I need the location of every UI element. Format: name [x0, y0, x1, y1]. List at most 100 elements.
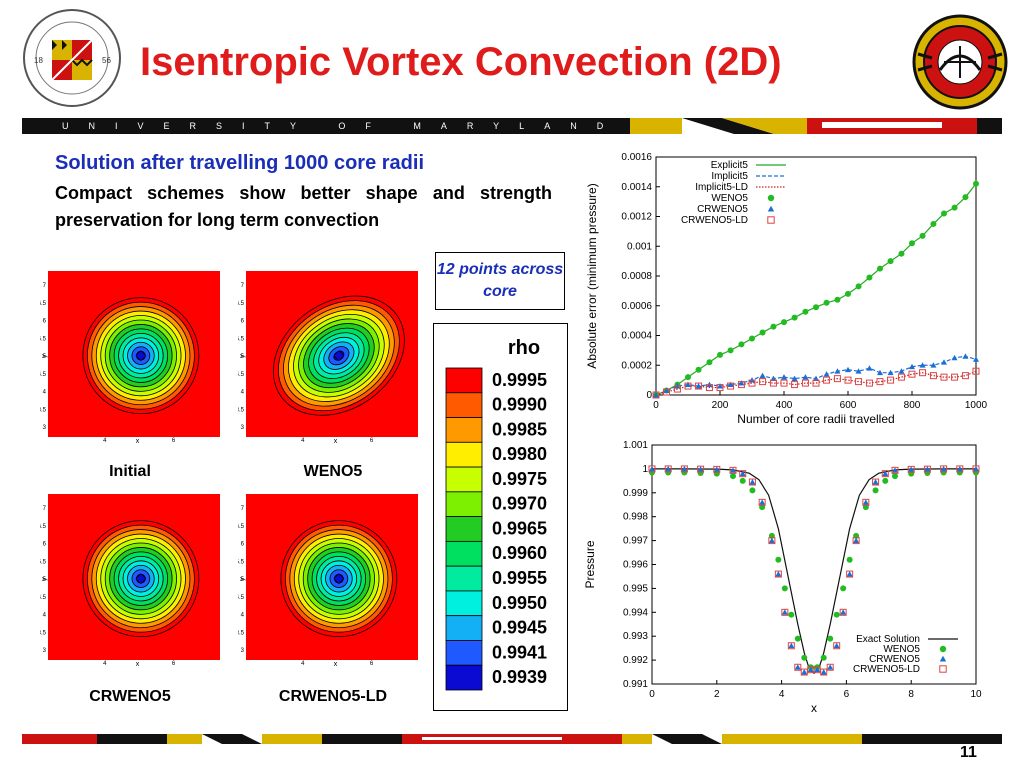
data-point — [759, 378, 767, 386]
colorbar-level-label: 0.9965 — [492, 518, 547, 538]
data-point — [814, 666, 821, 673]
colorbar-swatch — [445, 491, 483, 518]
series-line — [652, 468, 976, 675]
x-tick-label: 200 — [712, 400, 729, 411]
data-point — [695, 383, 702, 389]
x-axis-label: x — [811, 701, 817, 715]
data-point — [664, 465, 672, 473]
y-tick-label: 6 — [43, 542, 47, 548]
y-axis-label: Pressure — [583, 540, 597, 588]
colorbar-title: rho — [508, 337, 540, 359]
y-tick-label: 0.999 — [623, 488, 648, 499]
data-point — [802, 308, 809, 315]
contour-panel-label: CRWENO5 — [89, 688, 171, 705]
y-tick-label: 4.5 — [40, 372, 47, 378]
colorbar-swatch — [445, 664, 483, 691]
x-tick-label: 2 — [714, 689, 720, 700]
data-point — [877, 369, 883, 376]
colorbar-swatch — [445, 516, 483, 542]
x-tick-label: 6 — [172, 661, 176, 666]
colorbar-swatch — [445, 441, 483, 468]
vortex-core — [135, 350, 147, 362]
svg-text:56: 56 — [102, 56, 111, 65]
data-point — [844, 376, 852, 384]
data-point — [881, 470, 889, 478]
y-tick-label: 7 — [43, 283, 47, 289]
x-tick-label: 6 — [370, 438, 374, 443]
legend-label: Implicit5-LD — [695, 182, 748, 193]
x-tick-label: 4 — [779, 689, 785, 700]
data-point — [940, 465, 947, 472]
legend-label: CRWENO5-LD — [681, 215, 748, 226]
contour-panel: 3 3.5 4 4.5 5 5.5 6 6.5 7 y 4 6 x — [40, 271, 220, 443]
y-tick-label: 4 — [241, 613, 245, 619]
data-point — [759, 372, 766, 379]
data-point — [820, 669, 827, 675]
data-point — [919, 362, 926, 368]
data-point — [845, 366, 851, 373]
y-tick-label: 0.996 — [623, 560, 648, 571]
y-tick-label: 5 — [43, 354, 47, 360]
data-point — [788, 642, 795, 649]
data-point — [951, 204, 958, 211]
page-number: 11 — [960, 744, 977, 761]
y-tick-label: 6 — [241, 319, 245, 325]
data-point — [781, 319, 787, 326]
data-point — [807, 666, 814, 673]
x-tick-label: 8 — [908, 689, 914, 700]
data-point — [680, 465, 688, 473]
y-tick-label: 7 — [43, 506, 47, 512]
data-point — [648, 465, 656, 473]
colorbar-level-label: 0.9975 — [492, 469, 547, 489]
data-point — [941, 359, 947, 365]
data-point — [887, 258, 894, 265]
data-point — [759, 329, 766, 336]
colorbar-swatch — [445, 615, 483, 641]
legend-label: WENO5 — [883, 644, 920, 655]
data-point — [855, 368, 862, 374]
y-tick-label: 1.001 — [623, 440, 648, 451]
y-tick-label: 5.5 — [40, 559, 47, 565]
data-point — [962, 353, 969, 359]
data-point — [673, 385, 681, 393]
data-point — [768, 537, 775, 543]
colorbar-level-label: 0.9980 — [492, 444, 547, 464]
data-point — [813, 304, 819, 311]
legend-label: CRWENO5 — [869, 654, 920, 665]
data-point — [759, 499, 766, 505]
data-point — [738, 341, 745, 348]
data-point — [781, 609, 788, 615]
data-point — [706, 359, 713, 366]
data-point — [749, 487, 756, 494]
legend-label: Explicit5 — [711, 160, 749, 171]
data-point — [781, 585, 788, 592]
x-axis-label: x — [136, 661, 140, 666]
data-point — [939, 665, 947, 673]
data-point — [972, 367, 980, 375]
data-point — [972, 465, 980, 473]
svg-text:18: 18 — [34, 56, 43, 65]
data-point — [877, 265, 883, 272]
colorbar-swatch — [445, 590, 483, 617]
data-point — [767, 216, 775, 224]
colorbar-swatch — [445, 392, 483, 418]
data-point — [827, 664, 834, 670]
data-point — [940, 373, 948, 381]
data-point — [930, 362, 937, 368]
legend-label: WENO5 — [711, 193, 748, 204]
colorbar-swatch — [445, 367, 483, 394]
y-tick-label: 4.5 — [238, 372, 245, 378]
data-point — [924, 466, 931, 472]
y-tick-label: 0.001 — [627, 241, 652, 252]
y-tick-label: 0.0004 — [621, 331, 652, 342]
data-point — [827, 635, 834, 642]
data-point — [801, 654, 808, 661]
data-point — [833, 642, 841, 650]
data-point — [923, 465, 931, 473]
colorbar-level-label: 0.9941 — [492, 642, 547, 662]
data-point — [866, 274, 873, 281]
x-axis-label: x — [334, 438, 338, 443]
y-tick-label: 3 — [43, 648, 47, 654]
y-tick-label: 3 — [241, 648, 245, 654]
x-tick-label: 4 — [301, 438, 305, 443]
